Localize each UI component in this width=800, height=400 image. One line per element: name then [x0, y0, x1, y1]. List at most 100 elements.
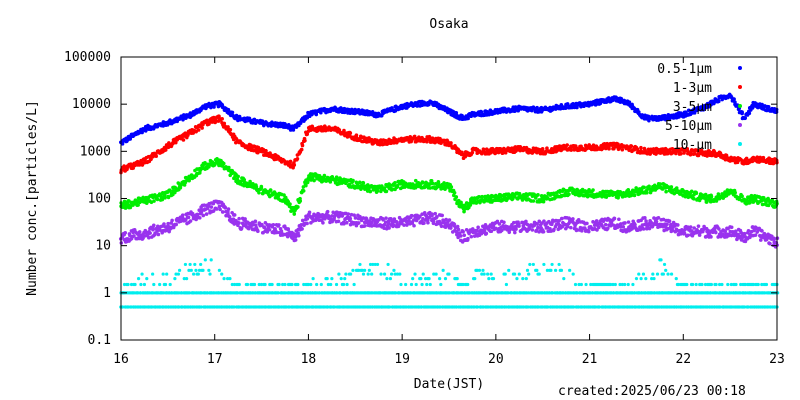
data-point: [351, 178, 355, 183]
data-point: [295, 157, 300, 161]
data-point: [145, 277, 149, 281]
data-point: [364, 217, 369, 221]
data-point: [644, 219, 648, 223]
data-point: [155, 196, 159, 201]
data-point: [469, 234, 474, 239]
data-point: [203, 258, 207, 262]
data-point: [176, 272, 180, 276]
data-point: [740, 194, 744, 199]
data-point: [136, 203, 140, 207]
data-point: [296, 282, 300, 287]
data-point: [340, 214, 345, 218]
data-point: [565, 143, 569, 147]
data-point: [512, 194, 517, 199]
data-point: [384, 216, 388, 220]
data-point: [200, 126, 204, 130]
data-point: [426, 220, 430, 225]
data-point: [426, 218, 430, 222]
data-point: [649, 220, 654, 225]
data-point: [192, 272, 196, 276]
data-point: [352, 282, 356, 287]
data-point: [620, 147, 625, 152]
data-point: [627, 100, 632, 104]
series-4: [119, 258, 780, 309]
data-point: [329, 282, 333, 287]
data-point: [208, 272, 212, 276]
data-point: [197, 216, 202, 220]
data-point: [713, 230, 718, 235]
data-point: [199, 210, 204, 215]
series-2: [119, 157, 779, 216]
data-point: [326, 282, 330, 287]
data-point: [449, 226, 453, 230]
series-3: [118, 199, 780, 249]
data-point: [174, 222, 179, 227]
data-point: [257, 190, 261, 195]
data-point: [121, 305, 125, 309]
data-point: [351, 268, 355, 272]
data-point: [495, 219, 500, 224]
data-point: [127, 199, 131, 203]
data-point: [217, 204, 222, 209]
data-point: [535, 222, 539, 226]
data-point: [772, 237, 777, 241]
data-point: [259, 184, 264, 189]
data-point: [669, 185, 674, 189]
data-point: [743, 116, 747, 120]
data-point: [517, 191, 522, 196]
data-point: [271, 222, 276, 227]
data-point: [277, 223, 281, 227]
data-point: [227, 165, 231, 170]
data-point: [164, 228, 169, 233]
data-point: [306, 282, 311, 287]
data-point: [476, 225, 480, 230]
data-point: [339, 211, 344, 216]
data-point: [456, 227, 461, 232]
data-point: [688, 225, 693, 229]
data-point: [349, 272, 353, 276]
data-point: [158, 282, 162, 287]
data-point: [205, 291, 209, 295]
data-point: [737, 235, 742, 240]
data-point: [686, 233, 690, 238]
data-point: [344, 220, 349, 225]
data-point: [182, 183, 187, 187]
data-point: [489, 229, 494, 234]
data-point: [185, 133, 190, 137]
data-point: [307, 210, 312, 215]
data-point: [137, 230, 142, 234]
data-point: [152, 199, 156, 203]
data-point: [254, 225, 259, 230]
data-point: [737, 197, 742, 202]
data-point: [264, 149, 268, 153]
data-point: [384, 189, 389, 194]
data-point: [290, 209, 294, 213]
data-point: [379, 138, 383, 142]
data-point: [253, 219, 258, 224]
data-point: [497, 222, 502, 226]
data-point: [302, 136, 307, 141]
data-point: [322, 173, 327, 178]
data-point: [368, 189, 373, 194]
data-point: [479, 110, 484, 114]
data-point: [507, 230, 512, 235]
data-point: [392, 223, 396, 228]
data-point: [444, 217, 448, 222]
data-point: [230, 110, 235, 115]
data-point: [245, 282, 250, 287]
data-point: [290, 282, 294, 287]
data-point: [251, 182, 255, 186]
data-point: [704, 200, 709, 204]
data-point: [339, 277, 343, 281]
data-point: [222, 121, 227, 126]
data-point: [156, 232, 161, 237]
data-point: [333, 305, 337, 309]
data-point: [513, 230, 517, 235]
data-point: [361, 181, 366, 185]
data-point: [252, 282, 257, 287]
data-point: [449, 141, 453, 145]
data-point: [336, 219, 341, 224]
data-point: [147, 235, 151, 240]
data-point: [753, 233, 758, 237]
data-point: [716, 98, 721, 102]
